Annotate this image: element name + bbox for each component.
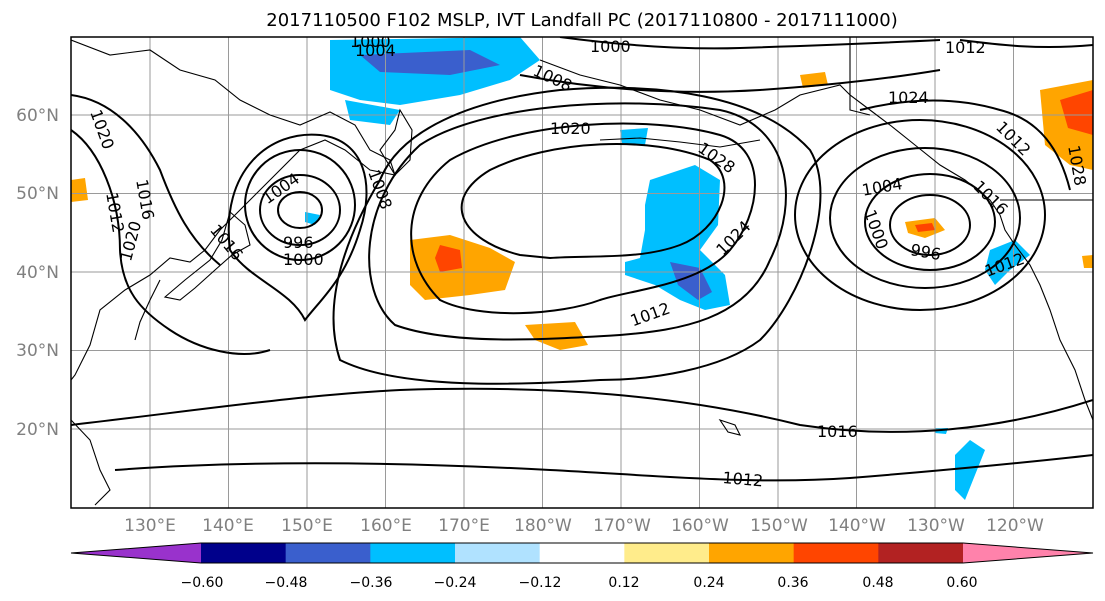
philippines-coastline xyxy=(71,419,111,506)
lat-label: 30°N xyxy=(16,341,59,361)
isobar-1020 xyxy=(368,102,787,341)
ivt-strong-positive-region xyxy=(1060,90,1093,135)
lat-label: 20°N xyxy=(16,420,59,440)
lon-label: 130°E xyxy=(124,516,176,536)
colorbar-swatch xyxy=(709,543,795,563)
ivt-positive-region xyxy=(410,235,515,300)
aleutian-islands xyxy=(599,137,761,148)
lon-label: 180°W xyxy=(514,516,572,536)
north-america-coastline xyxy=(539,59,1093,421)
isobar-1008-north xyxy=(519,69,941,93)
ivt-negative-region xyxy=(625,165,730,310)
lon-label: 170°E xyxy=(438,516,490,536)
alaska-border xyxy=(849,37,871,116)
ivt-positive-region xyxy=(71,178,88,202)
ivt-negative-region xyxy=(345,100,400,125)
isobar-1028 xyxy=(460,142,726,260)
map-frame xyxy=(70,36,1094,509)
colorbar-swatch xyxy=(539,543,625,563)
map-panel: 1000 1004 1000 1008 1012 1020 1020 1016 … xyxy=(71,32,1093,508)
colorbar xyxy=(70,542,1094,564)
isobar-1016 xyxy=(332,86,822,385)
lat-label: 40°N xyxy=(16,263,59,283)
isobar-label: 1000 xyxy=(350,32,391,51)
colorbar-tick-label: 0.48 xyxy=(862,575,893,591)
ivt-strong-positive-region xyxy=(915,223,935,232)
lon-label: 160°E xyxy=(360,516,412,536)
isobar-label: 1016 xyxy=(817,422,858,441)
ivt-positive-region xyxy=(800,72,828,88)
colorbar-tick-label: 0.36 xyxy=(777,575,808,591)
colorbar-extend-high xyxy=(963,543,1093,563)
isobar-1008 xyxy=(794,119,1046,311)
colorbar-swatch xyxy=(370,543,456,563)
isobar-1000-north xyxy=(559,37,941,50)
lon-label: 160°W xyxy=(671,516,729,536)
isobar-1000 xyxy=(259,174,341,246)
isobar-1016-south xyxy=(71,387,1093,433)
isobar-1012-south xyxy=(114,454,1093,482)
colorbar-tick-label: −0.60 xyxy=(181,575,224,591)
colorbar-tick-labels: −0.60 −0.48 −0.36 −0.24 −0.12 0.12 0.24 … xyxy=(181,575,978,591)
isobar-label: 1000 xyxy=(590,37,631,56)
lon-label: 120°W xyxy=(986,516,1044,536)
colorbar-tick-label: −0.36 xyxy=(350,575,393,591)
isobar-1008 xyxy=(227,133,368,322)
lon-label: 170°W xyxy=(593,516,651,536)
isobar-1024 xyxy=(410,122,756,315)
isobar-label: 996 xyxy=(283,233,314,252)
lon-label: 150°W xyxy=(750,516,808,536)
colorbar-swatch xyxy=(878,543,964,563)
asia-coastline xyxy=(71,39,396,381)
colorbar-swatch xyxy=(793,543,879,563)
ivt-negative-region xyxy=(620,128,648,145)
longitude-labels: 130°E 140°E 150°E 160°E 170°E 180°W 170°… xyxy=(124,516,1044,536)
lat-label: 60°N xyxy=(16,106,59,126)
ivt-positive-region xyxy=(1082,255,1093,268)
hawaii-islands xyxy=(718,418,742,436)
ivt-strong-positive-region xyxy=(435,245,462,272)
isobar-1024-northeast xyxy=(859,99,1071,191)
colorbar-swatch xyxy=(201,543,287,563)
colorbar-tick-label: −0.12 xyxy=(519,575,562,591)
colorbar-tick-label: 0.24 xyxy=(693,575,724,591)
ivt-negative-region xyxy=(985,240,1030,285)
isobar-label: 1020 xyxy=(550,119,591,138)
coastlines xyxy=(71,37,1093,506)
isobar-996 xyxy=(889,194,971,256)
lat-label: 50°N xyxy=(16,184,59,204)
lon-label: 150°E xyxy=(281,516,333,536)
isobar-1000 xyxy=(864,173,996,271)
isobar-label: 1004 xyxy=(355,41,396,60)
isobars xyxy=(71,37,1093,482)
isobar-label: 1012 xyxy=(945,38,986,57)
colorbar-tick-label: 0.12 xyxy=(608,575,639,591)
isobar-1012-west xyxy=(71,129,271,355)
colorbar-swatch xyxy=(624,543,710,563)
colorbar-tick-label: 0.60 xyxy=(946,575,977,591)
colorbar-outline xyxy=(70,542,1094,564)
colorbar-tick-label: −0.24 xyxy=(434,575,477,591)
isobar-label: 1012 xyxy=(722,468,764,490)
isobar-996 xyxy=(277,191,323,229)
colorbar-extend-low xyxy=(71,543,201,563)
lon-label: 140°W xyxy=(828,516,886,536)
isobar-1004 xyxy=(244,149,356,261)
ivt-positive-region xyxy=(525,322,588,350)
colorbar-swatch xyxy=(455,543,541,563)
latitude-labels: 60°N 50°N 40°N 30°N 20°N xyxy=(16,106,59,440)
isobar-1016-west xyxy=(71,94,221,266)
isobar-label: 1024 xyxy=(888,88,929,107)
ivt-negative-region xyxy=(955,440,985,500)
ivt-strong-negative-region xyxy=(360,50,500,75)
isobar-1004 xyxy=(829,147,1021,289)
colorbar-tick-label: −0.48 xyxy=(265,575,308,591)
colorbar-swatch xyxy=(285,543,371,563)
lon-label: 130°W xyxy=(907,516,965,536)
isobar-label: 1000 xyxy=(283,250,324,269)
figure-title: 2017110500 F102 MSLP, IVT Landfall PC (2… xyxy=(266,10,897,31)
isobar-1012-northeast xyxy=(959,39,1093,49)
lon-label: 140°E xyxy=(202,516,254,536)
